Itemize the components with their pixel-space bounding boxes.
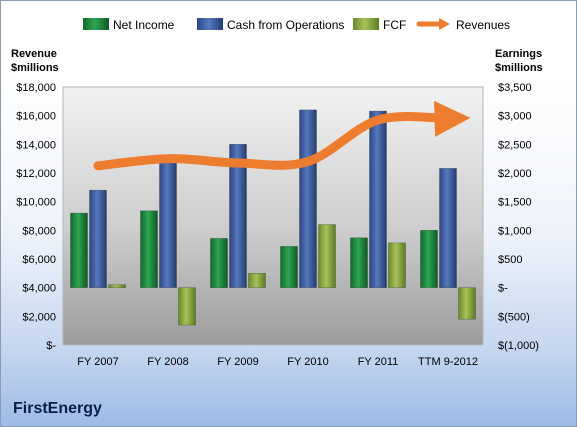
right-tick-label: $1,500 xyxy=(498,197,532,209)
right-axis-ticks: $3,500 $3,000 $2,500 $2,000 $1,500 $1,000 $500… xyxy=(498,82,539,352)
legend-label-net-income: Net Income xyxy=(113,18,175,32)
right-axis-title-line2: $millions xyxy=(495,62,543,74)
bar-fcf xyxy=(248,272,266,288)
right-tick-label: $500 xyxy=(498,254,522,266)
right-tick-label: $1,000 xyxy=(498,225,532,237)
left-tick-label: $2,000 xyxy=(22,311,56,323)
right-tick-label: $(1,000) xyxy=(498,340,539,352)
category-label: FY 2007 xyxy=(77,356,118,368)
left-axis-title-line1: Revenue xyxy=(11,48,57,60)
bar-cash-from-operations xyxy=(369,110,387,289)
category-label: FY 2008 xyxy=(147,356,188,368)
category-label: FY 2011 xyxy=(358,356,399,368)
left-tick-label: $10,000 xyxy=(16,197,56,209)
bar-cash-from-operations xyxy=(229,144,247,288)
left-tick-label: $18,000 xyxy=(16,82,56,94)
bar-net-income xyxy=(280,246,298,288)
right-tick-label: $3,500 xyxy=(498,82,532,94)
legend-swatch-cash-from-operations xyxy=(197,18,223,30)
legend-swatch-fcf xyxy=(353,18,379,30)
bar-fcf xyxy=(178,287,196,326)
left-tick-label: $14,000 xyxy=(16,139,56,151)
revenue-line-group xyxy=(93,100,471,171)
left-tick-label: $16,000 xyxy=(16,111,56,123)
left-tick-label: $6,000 xyxy=(22,254,56,266)
bar-cash-from-operations xyxy=(159,161,177,288)
left-axis-ticks: $18,000 $16,000 $14,000 $12,000 $10,000 $8,00… xyxy=(16,82,56,352)
bar-cash-from-operations xyxy=(439,168,457,288)
legend-label-cash-from-operations: Cash from Operations xyxy=(227,18,344,32)
bar-net-income xyxy=(70,212,88,288)
left-tick-label: $12,000 xyxy=(16,168,56,180)
plot-area xyxy=(62,86,484,346)
legend-arrow-revenues xyxy=(439,18,450,30)
legend-label-fcf: FCF xyxy=(383,18,406,32)
bar-net-income xyxy=(420,230,438,288)
right-tick-label: $2,000 xyxy=(498,168,532,180)
revenues-line xyxy=(93,100,471,171)
bar-net-income xyxy=(350,237,368,289)
category-label: TTM 9-2012 xyxy=(418,356,478,368)
left-tick-label: $4,000 xyxy=(22,283,56,295)
legend: Net Income Cash from Operations FCF Reve… xyxy=(83,18,510,32)
bar-series xyxy=(70,109,476,326)
company-title: FirstEnergy xyxy=(13,400,102,417)
bar-fcf xyxy=(458,287,476,320)
legend-swatch-net-income xyxy=(83,18,109,30)
left-tick-label: $8,000 xyxy=(22,225,56,237)
category-label: FY 2009 xyxy=(217,356,258,368)
bar-fcf xyxy=(108,284,126,288)
category-label: FY 2010 xyxy=(287,356,328,368)
bar-net-income xyxy=(210,238,228,288)
right-axis-title-line1: Earnings xyxy=(495,48,542,60)
legend-label-revenues: Revenues xyxy=(456,18,510,32)
left-tick-label: $- xyxy=(46,340,56,352)
right-tick-label: $3,000 xyxy=(498,111,532,123)
bar-fcf xyxy=(388,242,406,288)
right-tick-label: $2,500 xyxy=(498,139,532,151)
right-tick-label: $(500) xyxy=(498,311,530,323)
category-labels: FY 2007 FY 2008 FY 2009 FY 2010 FY 2011 TTM 9… xyxy=(77,356,478,368)
bar-net-income xyxy=(140,210,158,288)
bar-cash-from-operations xyxy=(89,189,107,288)
bar-fcf xyxy=(318,224,336,289)
bar-cash-from-operations xyxy=(299,109,317,288)
left-axis-title-line2: $millions xyxy=(11,62,59,74)
right-tick-label: $- xyxy=(498,283,508,295)
